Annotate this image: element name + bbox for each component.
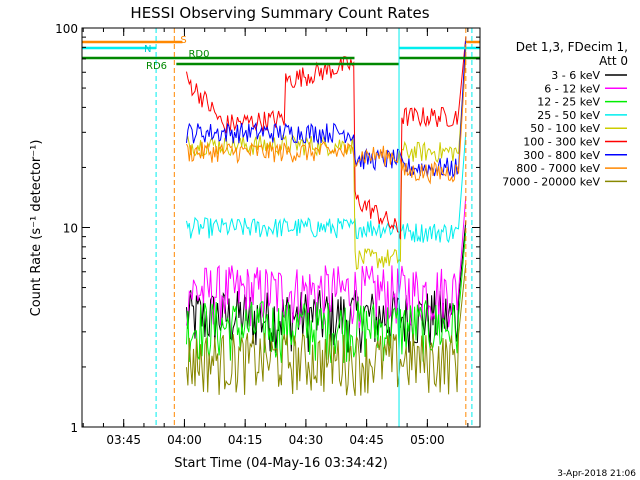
y-axis-label: Count Rate (s⁻¹ detector⁻¹): [29, 140, 44, 317]
rd6-flag-label: RD6: [146, 61, 167, 72]
x-tick-label: 03:45: [106, 433, 141, 447]
series-line-5: [186, 49, 467, 270]
x-tick-label: 04:00: [167, 433, 202, 447]
legend-header-line-1: Det 1,3, FDecim 1,: [516, 40, 628, 54]
plot-area: S N RD0 RD6: [82, 28, 480, 427]
legend-entry-label: 25 - 50 keV: [537, 109, 600, 122]
y-tick-label: 100: [55, 22, 78, 36]
x-tick-label: 04:15: [228, 433, 263, 447]
y-tick-label: 10: [63, 222, 78, 236]
legend-entry-label: 6 - 12 keV: [544, 82, 600, 95]
legend-entry-label: 3 - 6 keV: [551, 69, 600, 82]
legend-header-line-2: Att 0: [599, 54, 628, 68]
chart-title: HESSI Observing Summary Count Rates: [130, 4, 429, 22]
x-axis-label: Start Time (04-May-16 03:34:42): [174, 456, 388, 471]
legend-entry-label: 300 - 800 keV: [523, 149, 600, 162]
y-tick-label: 1: [70, 421, 78, 435]
x-tick-label: 04:30: [289, 433, 324, 447]
legend-entry-label: 7000 - 20000 keV: [502, 175, 600, 188]
series-line-2: [186, 195, 467, 329]
legend-entry-label: 800 - 7000 keV: [516, 162, 600, 175]
timestamp: 3-Apr-2018 21:06: [557, 469, 636, 479]
series-line-3: [186, 230, 467, 364]
legend-entry-label: 100 - 300 keV: [523, 136, 600, 149]
legend-entry-label: 50 - 100 keV: [530, 122, 600, 135]
axes: 03:45 04:00 04:15 04:30 04:45 05:00 1 10 100: [55, 22, 480, 447]
series-line-6: [186, 37, 467, 240]
saa-flag-label: S: [180, 35, 186, 46]
rd0-flag-label: RD0: [188, 49, 209, 60]
series-line-9: [186, 263, 467, 396]
legend-entry-label: 12 - 25 keV: [537, 96, 600, 109]
x-tick-label: 04:45: [349, 433, 384, 447]
night-flag-label: N: [144, 44, 151, 55]
x-tick-label: 05:00: [410, 433, 445, 447]
series-line-4: [186, 132, 467, 244]
series-line-8: [186, 56, 467, 185]
